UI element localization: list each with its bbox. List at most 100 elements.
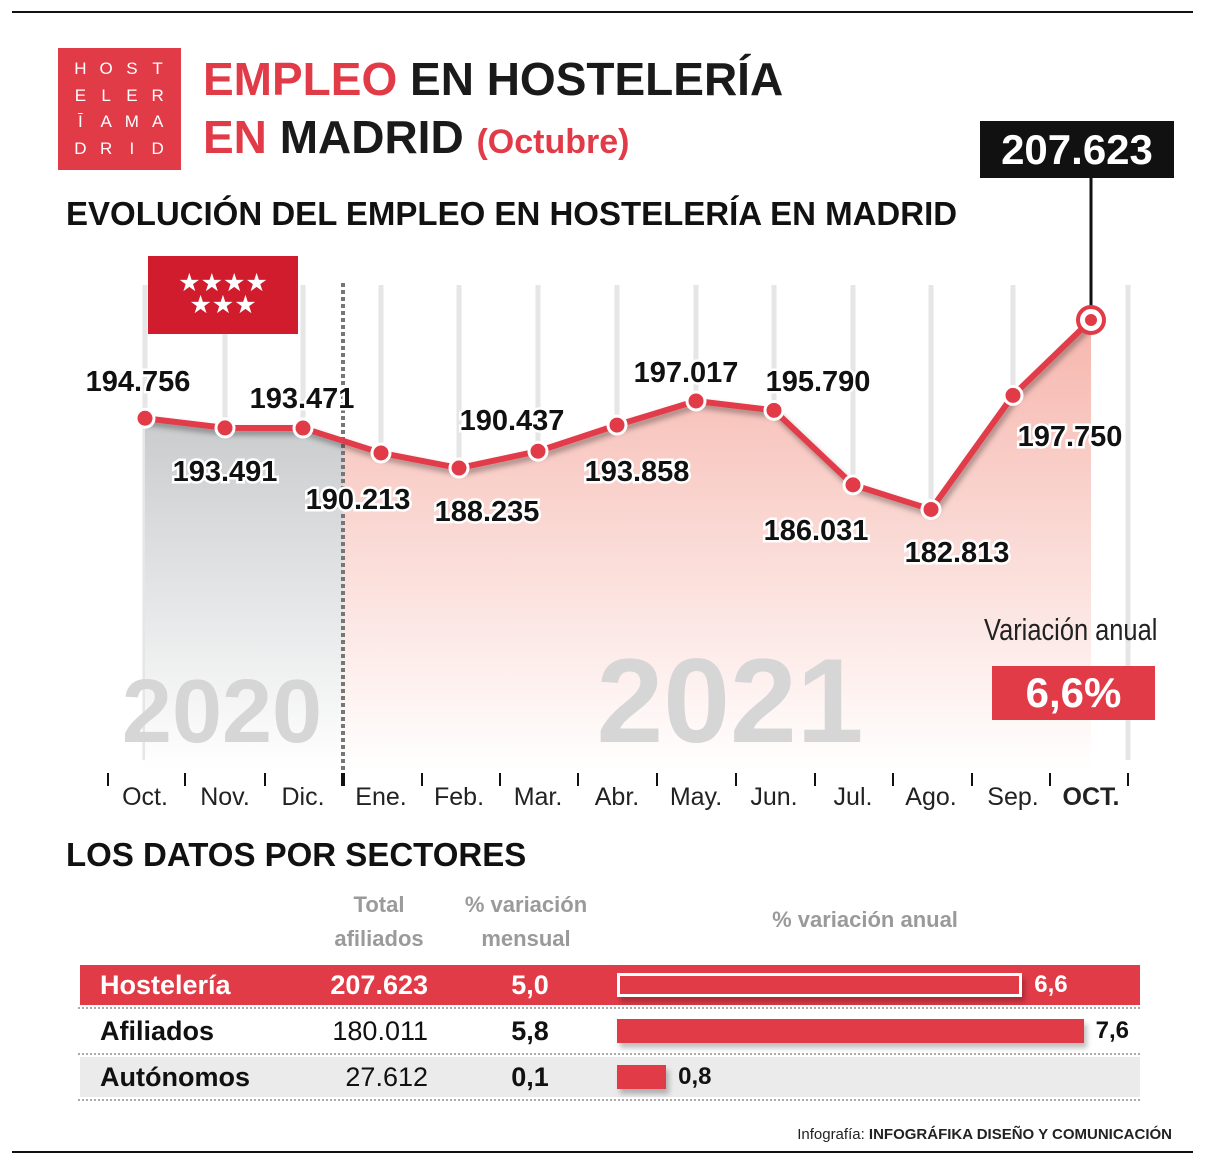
annual-bar-label: 7,6 bbox=[1095, 1017, 1129, 1044]
logo-letter: T bbox=[152, 59, 164, 78]
header-total: Total afiliados bbox=[320, 888, 438, 956]
month-label: Jun. bbox=[750, 783, 797, 811]
logo-letter: M bbox=[124, 112, 140, 131]
annual-variation-value: 6,6% bbox=[992, 666, 1155, 720]
logo-letter: A bbox=[151, 112, 165, 131]
data-point bbox=[763, 399, 785, 421]
annual-variation-label: Variación anual bbox=[984, 612, 1158, 647]
logo-letter: S bbox=[126, 59, 139, 78]
top-rule bbox=[12, 11, 1193, 13]
month-label: Ene. bbox=[355, 783, 406, 811]
month-label: Nov. bbox=[200, 783, 250, 811]
month-label: Mar. bbox=[514, 783, 563, 811]
annual-bar bbox=[617, 1065, 667, 1089]
sector-monthly: 5,8 bbox=[511, 1016, 549, 1046]
data-point-center bbox=[1085, 314, 1097, 326]
header-total-line1: Total bbox=[353, 892, 405, 917]
month-label: Sep. bbox=[987, 783, 1038, 811]
title-month: (Octubre) bbox=[476, 123, 630, 161]
sectors-title: LOS DATOS POR SECTORES bbox=[66, 836, 527, 873]
stars-icon: ★★★★ ★★★ bbox=[178, 269, 268, 319]
credit-name: INFOGRÁFIKA DISEÑO Y COMUNICACIÓN bbox=[868, 1126, 1172, 1143]
header-annual: % variación anual bbox=[772, 907, 958, 932]
table-row: Afiliados 180.011 5,8 7,6 bbox=[80, 1011, 1140, 1051]
data-point bbox=[292, 417, 314, 439]
month-label: May. bbox=[670, 783, 722, 811]
data-label: 182.813 bbox=[905, 537, 1010, 569]
year-2020-label: 2020 bbox=[122, 662, 322, 762]
header-total-line2: afiliados bbox=[334, 926, 424, 951]
table-row: Hostelería 207.623 5,0 6,6 bbox=[80, 965, 1140, 1005]
data-label: 193.471 bbox=[250, 383, 355, 415]
title-line2-rest: MADRID bbox=[279, 111, 464, 163]
data-label: 197.750 bbox=[1018, 421, 1123, 453]
row-divider bbox=[78, 1053, 1140, 1055]
logo-letter: D bbox=[74, 138, 88, 158]
table-row: Autónomos 27.612 0,1 0,8 bbox=[80, 1057, 1140, 1097]
data-point bbox=[527, 440, 549, 462]
logo-letter: A bbox=[100, 112, 113, 131]
annual-bar-label: 0,8 bbox=[678, 1063, 712, 1090]
title-rest: EN HOSTELERÍA bbox=[410, 53, 784, 105]
header-monthly-line1: % variación bbox=[464, 892, 588, 917]
area-2020 bbox=[145, 418, 343, 770]
annual-bar-label: 6,6 bbox=[1034, 971, 1068, 998]
title-line2-red: EN bbox=[203, 111, 267, 163]
data-point bbox=[606, 414, 628, 436]
data-point bbox=[134, 407, 156, 429]
logo-letter: E bbox=[74, 85, 88, 105]
main-title: EMPLEO EN HOSTELERÍA bbox=[203, 52, 783, 106]
sector-name: Autónomos bbox=[100, 1062, 250, 1092]
data-point bbox=[214, 417, 236, 439]
logo-letter: O bbox=[99, 59, 114, 78]
data-label: 190.213 bbox=[306, 484, 411, 516]
sector-monthly: 5,0 bbox=[511, 970, 549, 1000]
data-point bbox=[685, 390, 707, 412]
year-2021-label: 2021 bbox=[597, 634, 864, 768]
header-monthly-line2: mensual bbox=[481, 926, 571, 951]
month-label: Oct. bbox=[122, 783, 168, 811]
sector-monthly: 0,1 bbox=[511, 1062, 549, 1092]
logo-letter: R bbox=[99, 138, 114, 158]
data-point bbox=[842, 474, 864, 496]
logo-letter: L bbox=[101, 85, 112, 105]
month-label: Ago. bbox=[905, 783, 956, 811]
bottom-rule bbox=[12, 1151, 1193, 1153]
month-label: Jul. bbox=[834, 783, 873, 811]
month-label: Abr. bbox=[595, 783, 639, 811]
data-label: 195.790 bbox=[766, 366, 871, 398]
data-point bbox=[448, 457, 470, 479]
month-label: Feb. bbox=[434, 783, 484, 811]
data-point bbox=[1002, 384, 1024, 406]
sector-total: 180.011 bbox=[332, 1016, 428, 1046]
data-label: 190.437 bbox=[460, 405, 565, 437]
sector-name: Afiliados bbox=[100, 1016, 215, 1046]
data-point bbox=[370, 442, 392, 464]
sector-name: Hostelería bbox=[100, 970, 231, 1000]
area-2021 bbox=[343, 320, 1091, 770]
credit: Infografía: INFOGRÁFIKA DISEÑO Y COMUNIC… bbox=[797, 1126, 1172, 1143]
logo-letter: H bbox=[74, 59, 88, 78]
sector-total: 27.612 bbox=[345, 1062, 428, 1092]
data-point bbox=[920, 498, 942, 520]
annual-bar bbox=[617, 973, 1023, 997]
logo-letter: Ī bbox=[78, 112, 84, 131]
month-label: OCT. bbox=[1063, 783, 1120, 811]
line-chart: 2020 2021 194.756 193.491 193.471 190.213 188.… bbox=[85, 178, 1131, 811]
data-label: 188.235 bbox=[435, 496, 540, 528]
row-divider bbox=[78, 1099, 1140, 1101]
month-label: Dic. bbox=[281, 783, 324, 811]
main-title-line2: EN MADRID (Octubre) bbox=[203, 110, 629, 169]
data-label: 193.491 bbox=[173, 456, 278, 488]
logo-letter: R bbox=[151, 85, 165, 105]
data-label: 193.858 bbox=[585, 456, 690, 488]
logo-letter: D bbox=[151, 138, 165, 158]
header-monthly: % variación mensual bbox=[456, 888, 596, 956]
sector-total: 207.623 bbox=[330, 970, 428, 1000]
row-divider bbox=[78, 1007, 1140, 1009]
data-label: 197.017 bbox=[634, 357, 739, 389]
logo-letter: E bbox=[126, 85, 139, 105]
data-label: 194.756 bbox=[86, 366, 191, 398]
